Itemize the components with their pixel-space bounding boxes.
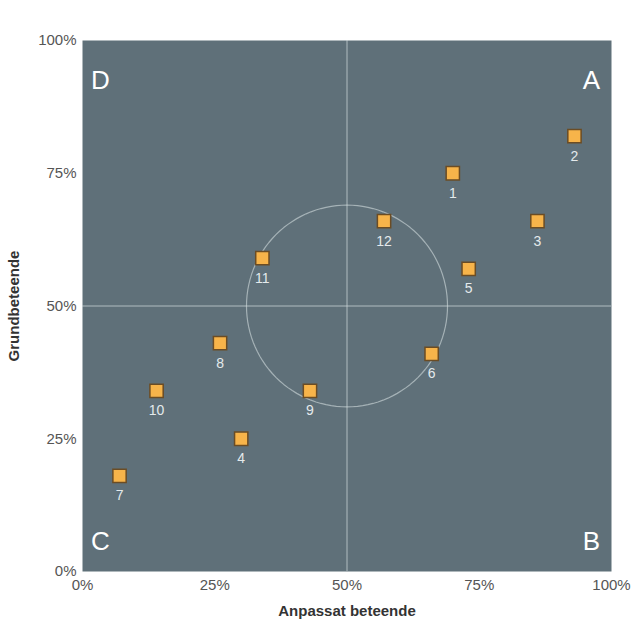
svg-text:50%: 50%	[46, 297, 76, 314]
svg-text:0%: 0%	[72, 576, 94, 593]
svg-text:8: 8	[216, 355, 224, 371]
svg-text:0%: 0%	[54, 562, 77, 580]
svg-text:75%: 75%	[464, 576, 494, 593]
svg-text:7: 7	[116, 487, 124, 503]
svg-text:2: 2	[571, 148, 579, 164]
svg-text:D: D	[91, 65, 110, 95]
svg-text:25%: 25%	[46, 430, 76, 447]
svg-text:75%: 75%	[46, 164, 76, 181]
svg-text:3: 3	[534, 233, 542, 249]
svg-text:11: 11	[255, 270, 270, 286]
svg-text:12: 12	[376, 233, 392, 249]
svg-text:C: C	[91, 526, 110, 556]
svg-text:4: 4	[237, 450, 245, 466]
svg-text:25%: 25%	[200, 576, 230, 593]
svg-text:A: A	[583, 65, 601, 95]
svg-text:Anpassat beteende: Anpassat beteende	[278, 602, 416, 619]
svg-text:100%: 100%	[592, 576, 630, 593]
svg-text:9: 9	[306, 402, 314, 418]
svg-text:5: 5	[465, 280, 473, 296]
svg-text:50%: 50%	[332, 576, 362, 593]
svg-text:100%: 100%	[38, 31, 76, 48]
svg-text:10: 10	[149, 402, 165, 418]
svg-text:B: B	[583, 526, 600, 556]
svg-text:1: 1	[449, 185, 457, 201]
svg-text:Grundbeteende: Grundbeteende	[5, 251, 22, 362]
svg-text:6: 6	[428, 365, 436, 381]
